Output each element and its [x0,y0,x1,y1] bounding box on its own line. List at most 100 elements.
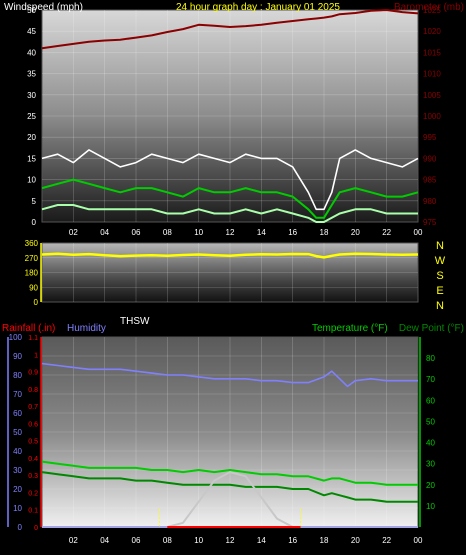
conditions-x-tick: 14 [257,536,266,545]
wind-y-tick: 15 [27,154,36,163]
wind-y-tick: 10 [27,176,36,185]
rain-tick: 0.3 [28,473,38,480]
baro-y-tick: 990 [423,154,437,163]
conditions-x-tick: 00 [414,536,423,545]
rainfall-label: Rainfall (.in) [2,323,55,334]
conditions-x-tick: 02 [69,536,78,545]
wind-y-tick: 20 [27,133,36,142]
humidity-tick: 80 [13,371,22,380]
wind-y-tick: 5 [32,197,37,206]
dew-point-label: Dew Point (°F) [399,323,464,334]
baro-y-tick: 995 [423,133,437,142]
wind-x-tick: 16 [288,228,297,237]
direction-y-tick: 270 [25,254,39,263]
humidity-tick: 60 [13,409,22,418]
wind-x-tick: 18 [320,228,329,237]
temperature-tick: 70 [426,375,435,384]
temperature-tick: 60 [426,396,435,405]
wind-x-tick: 06 [132,228,141,237]
chart-title: 24 hour graph day : January 01 2025 [176,2,340,13]
wind-y-tick: 25 [27,112,36,121]
rain-tick: 0.4 [28,456,38,463]
baro-y-tick: 1015 [423,48,441,57]
rain-tick: 0.2 [28,490,38,497]
temperature-label: Temperature (°F) [312,323,388,334]
temperature-tick: 40 [426,439,435,448]
wind-y-tick: 35 [27,70,36,79]
humidity-label: Humidity [67,323,106,334]
conditions-x-tick: 12 [226,536,235,545]
barometer-label: Barometer (mb) [394,2,464,13]
compass-letter: W [435,255,446,267]
wind-direction-line [41,252,419,259]
direction-y-tick: 90 [29,283,38,292]
baro-y-tick: 1005 [423,91,441,100]
wind-x-tick: 02 [69,228,78,237]
wind-x-tick: 10 [194,228,203,237]
wind-y-tick: 40 [27,48,36,57]
direction-y-tick: 180 [25,269,39,278]
humidity-tick: 10 [13,504,22,513]
rain-tick: 0.8 [28,387,38,394]
humidity-tick: 0 [18,523,23,532]
wind-y-tick: 45 [27,27,36,36]
barometer-line [41,9,419,50]
wind-x-tick: 00 [414,228,423,237]
windspeed-label: Windspeed (mph) [4,2,83,13]
temperature-line [41,460,418,486]
rain-tick: 0.9 [28,370,38,377]
direction-y-tick: 0 [34,298,39,307]
wind-y-tick: 30 [27,91,36,100]
baro-y-tick: 980 [423,197,437,206]
direction-y-tick: 360 [25,239,39,248]
temperature-tick: 10 [426,502,435,511]
wind-panel [41,9,419,223]
conditions-x-tick: 08 [163,536,172,545]
wind-x-tick: 14 [257,228,266,237]
humidity-tick: 100 [9,333,23,342]
baro-y-tick: 1020 [423,27,441,36]
compass-letter: N [436,240,444,252]
rain-tick: 0.5 [28,439,38,446]
wind-y-tick: 0 [32,218,37,227]
dew-point-line [41,471,418,503]
rain-tick: 0.7 [28,404,38,411]
humidity-tick: 70 [13,390,22,399]
conditions-x-tick: 18 [320,536,329,545]
thsw-label: THSW [120,316,150,327]
temperature-tick: 30 [426,460,435,469]
wind-low-line [41,204,418,223]
direction-grid [42,243,418,302]
baro-y-tick: 1000 [423,112,441,121]
compass-letter: E [436,285,443,297]
wind-average-line [41,178,419,219]
temperature-tick: 80 [426,354,435,363]
rain-tick: 1 [34,352,38,359]
conditions-x-tick: 04 [100,536,109,545]
humidity-line [41,362,418,388]
conditions-x-tick: 20 [351,536,360,545]
compass-letter: N [436,300,444,312]
humidity-tick: 30 [13,466,22,475]
conditions-x-tick: 22 [382,536,391,545]
humidity-tick: 40 [13,447,22,456]
baro-y-tick: 975 [423,218,437,227]
humidity-tick: 50 [13,428,22,437]
rain-tick: 1.1 [28,335,38,342]
temperature-tick: 50 [426,417,435,426]
compass-letter: S [436,270,443,282]
wind-y-tick: 50 [27,6,36,15]
conditions-x-tick: 06 [132,536,141,545]
conditions-x-tick: 16 [288,536,297,545]
wind-x-tick: 12 [226,228,235,237]
baro-y-tick: 985 [423,176,437,185]
humidity-tick: 20 [13,485,22,494]
rain-tick: 0.1 [28,508,38,515]
temperature-tick: 20 [426,481,435,490]
wind-x-tick: 08 [163,228,172,237]
baro-y-tick: 1010 [423,70,441,79]
conditions-x-tick: 10 [194,536,203,545]
wind-x-tick: 22 [382,228,391,237]
wind-gust-line [41,149,419,211]
